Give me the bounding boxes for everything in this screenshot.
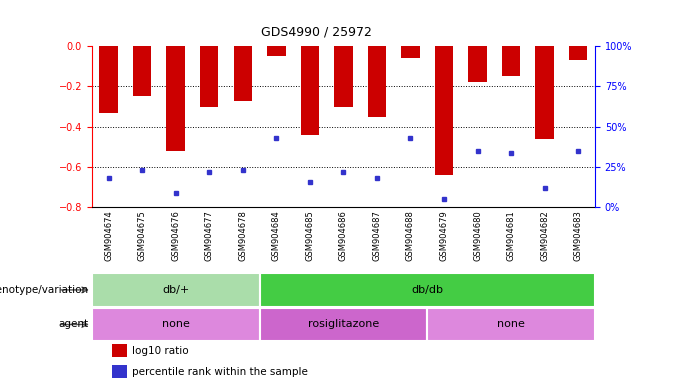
Bar	[99, 46, 118, 113]
Text: genotype/variation: genotype/variation	[0, 285, 88, 295]
Text: GSM904682: GSM904682	[540, 210, 549, 262]
Bar	[92, 273, 260, 306]
Bar	[112, 365, 127, 378]
Text: GSM904685: GSM904685	[305, 210, 314, 262]
Bar	[233, 46, 252, 101]
Bar	[260, 273, 595, 306]
Text: GSM904677: GSM904677	[205, 210, 214, 262]
Text: GSM904680: GSM904680	[473, 210, 482, 262]
Text: GSM904687: GSM904687	[373, 210, 381, 262]
Bar	[301, 46, 319, 135]
Bar	[502, 46, 520, 76]
Text: GSM904675: GSM904675	[137, 210, 147, 262]
Text: agent: agent	[58, 319, 88, 329]
Text: none: none	[497, 319, 525, 329]
Bar	[334, 46, 353, 106]
Bar	[569, 46, 588, 60]
Bar	[200, 46, 218, 106]
Text: rosiglitazone: rosiglitazone	[308, 319, 379, 329]
Bar	[535, 46, 554, 139]
Text: GSM904679: GSM904679	[439, 210, 449, 262]
Bar	[401, 46, 420, 58]
Text: GSM904686: GSM904686	[339, 210, 348, 262]
Bar	[92, 308, 260, 341]
Bar	[469, 46, 487, 83]
Text: db/+: db/+	[162, 285, 189, 295]
Text: GDS4990 / 25972: GDS4990 / 25972	[260, 25, 372, 38]
Text: none: none	[162, 319, 190, 329]
Text: db/db: db/db	[411, 285, 443, 295]
Text: GSM904683: GSM904683	[574, 210, 583, 262]
Bar	[260, 308, 427, 341]
Text: GSM904684: GSM904684	[272, 210, 281, 262]
Text: log10 ratio: log10 ratio	[132, 346, 188, 356]
Text: GSM904688: GSM904688	[406, 210, 415, 262]
Bar	[267, 46, 286, 56]
Text: GSM904676: GSM904676	[171, 210, 180, 262]
Text: GSM904678: GSM904678	[238, 210, 248, 262]
Text: percentile rank within the sample: percentile rank within the sample	[132, 367, 308, 377]
Bar	[368, 46, 386, 117]
Text: GSM904681: GSM904681	[507, 210, 515, 262]
Text: GSM904674: GSM904674	[104, 210, 113, 262]
Bar	[435, 46, 454, 175]
Bar	[427, 308, 595, 341]
Bar	[167, 46, 185, 151]
Bar	[112, 344, 127, 357]
Bar	[133, 46, 152, 96]
